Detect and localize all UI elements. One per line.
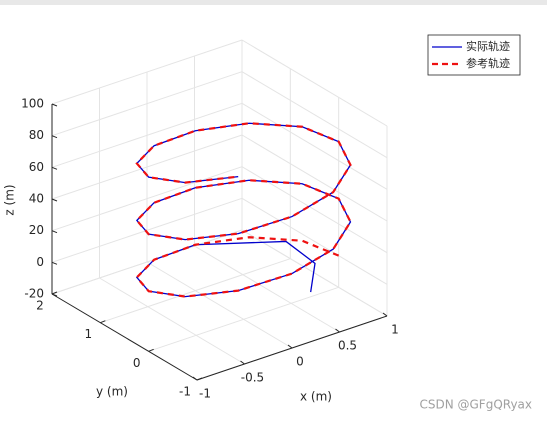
y-tick	[51, 291, 58, 295]
z-axis-label: z (m)	[3, 184, 17, 215]
grid-line	[100, 258, 291, 324]
grid-line	[99, 277, 245, 365]
z-tick	[51, 261, 58, 265]
y-tick-label: -1	[179, 385, 191, 399]
grid-line	[148, 286, 339, 352]
z-tick	[51, 135, 58, 139]
grid-line	[51, 229, 243, 295]
z-tick	[51, 166, 58, 170]
x-tick-label: -1	[199, 387, 211, 401]
x-tick-label: 1	[391, 323, 399, 337]
y-tick	[196, 377, 203, 381]
grid-line	[51, 197, 243, 263]
grid-line	[194, 245, 340, 333]
grid-line	[241, 229, 388, 317]
x-tick	[240, 360, 245, 365]
x-tick	[382, 312, 388, 317]
grid-line	[51, 134, 243, 200]
z-tick	[51, 103, 58, 107]
y-axis-label: y (m)	[96, 385, 128, 399]
z-tick	[51, 293, 58, 297]
y-tick	[100, 320, 106, 324]
grid-line	[241, 134, 388, 222]
y-axis	[51, 293, 198, 381]
x-tick-label: -0.5	[241, 371, 264, 385]
z-tick-label: 60	[29, 160, 44, 174]
grid-line	[241, 197, 388, 285]
z-tick-label: 80	[29, 128, 44, 142]
grid-line	[51, 39, 243, 105]
grid-line	[51, 166, 243, 232]
grid-line	[51, 71, 243, 137]
x-tick	[287, 344, 293, 349]
trajectory	[135, 122, 352, 298]
x-tick-label: 0	[296, 355, 304, 369]
grid-line	[241, 39, 388, 127]
z-tick-label: -20	[24, 287, 44, 301]
x-axis-label: x (m)	[300, 390, 332, 404]
y-tick-label: 0	[133, 356, 141, 370]
y-tick	[148, 348, 154, 352]
legend-label: 实际轨迹	[466, 39, 510, 53]
watermark: CSDN @GFgQRyax	[419, 398, 532, 412]
z-tick-label: 0	[36, 255, 44, 269]
z-tick-label: 100	[21, 97, 44, 111]
x-tick-label: 0.5	[338, 339, 357, 353]
x-tick	[335, 328, 340, 333]
grid-line	[241, 166, 388, 254]
grid-line	[241, 71, 388, 159]
z-tick-label: 40	[29, 192, 44, 206]
z-tick	[51, 230, 58, 234]
y-tick-label: 2	[36, 299, 44, 313]
z-tick-label: 20	[29, 223, 44, 237]
grid-line	[146, 261, 293, 349]
window-strip	[0, 0, 547, 5]
y-tick-label: 1	[85, 327, 93, 341]
legend-box	[427, 34, 521, 76]
grid-line	[51, 102, 243, 168]
legend-label: 参考轨迹	[466, 56, 510, 70]
z-tick	[51, 198, 58, 202]
x-tick	[192, 376, 198, 381]
grid-line	[241, 102, 388, 190]
